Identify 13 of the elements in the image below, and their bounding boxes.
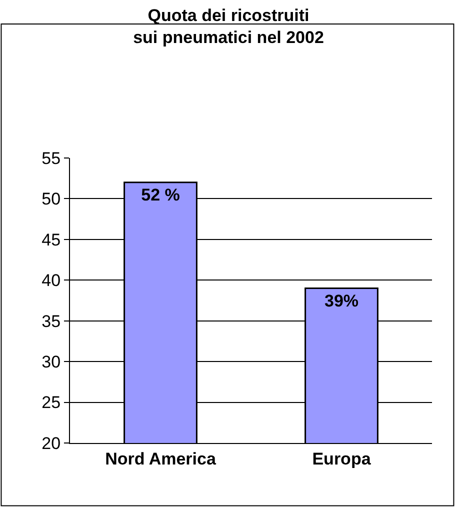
y-tick-label: 55	[42, 148, 61, 168]
y-tick-label: 20	[42, 434, 61, 453]
data-label: 52 %	[141, 185, 180, 204]
chart-title: Quota dei ricostruiti sui pneumatici nel 2002	[133, 6, 324, 48]
y-tick-label: 40	[42, 271, 61, 290]
y-tick-label: 25	[42, 393, 61, 412]
y-tick-label: 50	[42, 190, 61, 209]
x-tick-label: Europa	[312, 449, 372, 468]
x-tick-label: Nord America	[105, 449, 216, 468]
y-tick-label: 30	[42, 352, 61, 372]
data-label: 39%	[324, 291, 359, 310]
y-tick-label: 45	[42, 230, 61, 250]
y-tick-label: 35	[42, 312, 61, 331]
